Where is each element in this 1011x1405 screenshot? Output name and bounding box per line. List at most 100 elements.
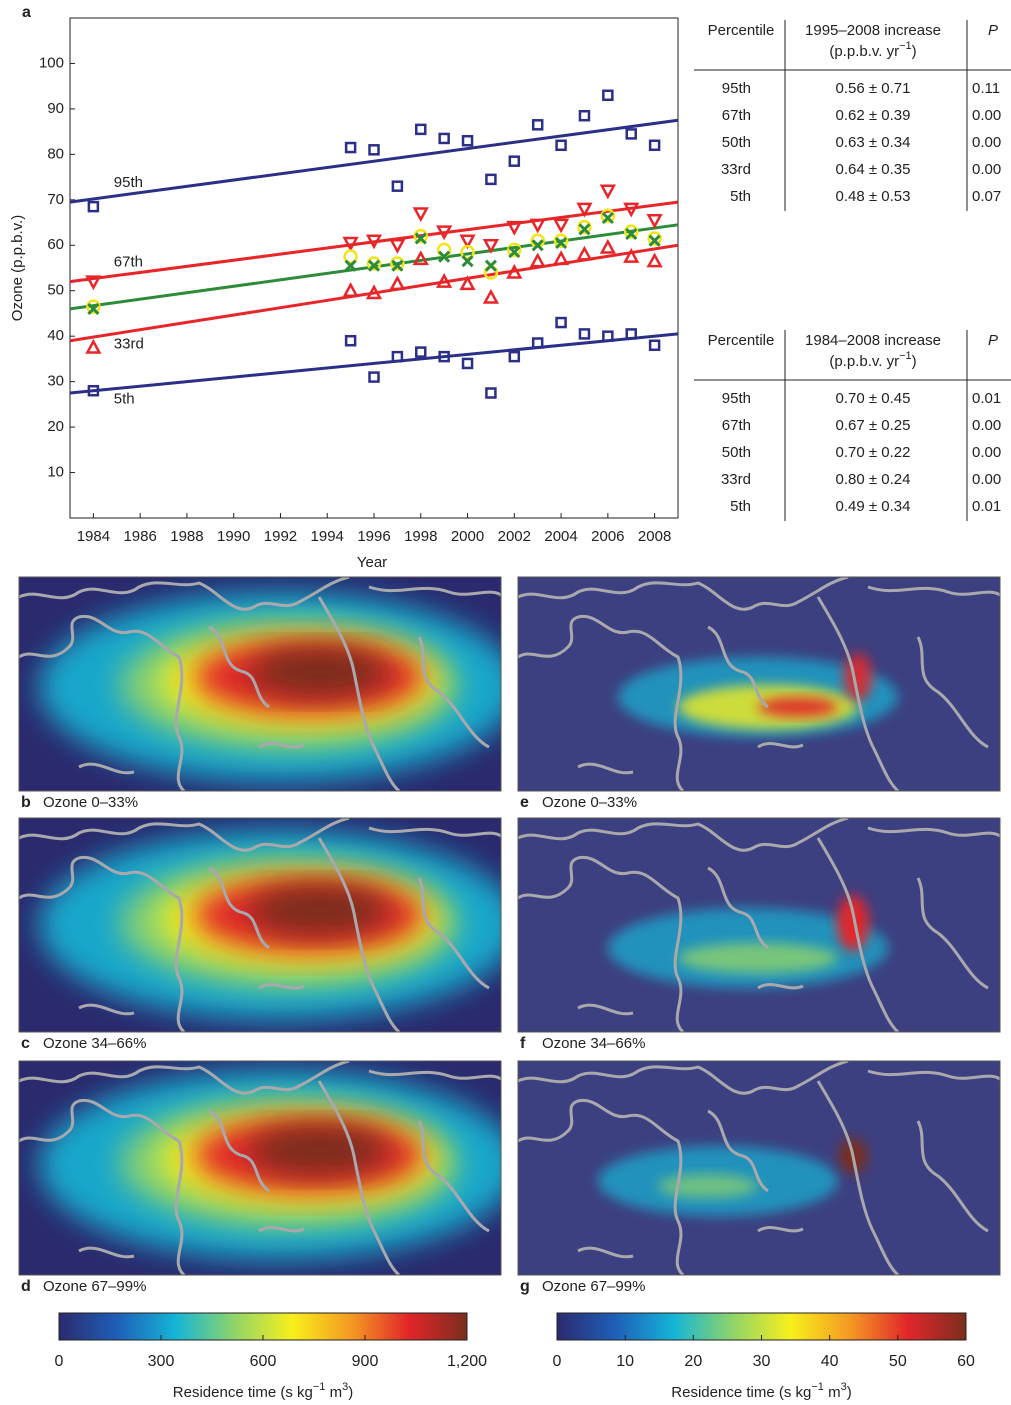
marker <box>365 284 383 300</box>
y-tick-label: 60 <box>47 236 64 253</box>
marker <box>87 384 100 397</box>
map-label: Ozone 34–66% <box>542 1035 645 1052</box>
y-tick-label: 30 <box>47 373 64 390</box>
colorbar-label: Residence time (s kg−1 m3) <box>173 1381 353 1401</box>
marker <box>412 250 429 266</box>
table-cell: 50th <box>722 134 751 151</box>
marker <box>391 180 404 192</box>
table-cell: 0.07 <box>972 188 1001 205</box>
marker <box>600 208 616 223</box>
marker <box>552 218 570 234</box>
y-tick-label: 50 <box>47 282 64 299</box>
marker <box>87 200 100 213</box>
table-cell: 0.00 <box>972 471 1001 488</box>
marker <box>553 233 569 248</box>
x-tick-label: 1998 <box>404 528 437 545</box>
x-tick-label: 1988 <box>170 528 203 545</box>
table-cell: 0.00 <box>972 444 1001 461</box>
table-cell: 0.56 ± 0.71 <box>836 80 911 97</box>
x-tick-label: 2002 <box>498 528 531 545</box>
marker <box>485 387 497 399</box>
map <box>19 1061 501 1275</box>
panel-letter: f <box>520 1035 526 1052</box>
marker <box>599 184 616 200</box>
map-label: Ozone 34–66% <box>43 1035 146 1052</box>
marker <box>578 328 591 340</box>
table-cell: 67th <box>722 107 751 124</box>
colorbar-tick-label: 900 <box>352 1353 379 1370</box>
header-part: ) <box>912 353 917 370</box>
marker <box>412 207 429 223</box>
table-header: (p.p.b.v. yr−1) <box>829 40 916 60</box>
panel-letter: a <box>22 4 31 21</box>
heat-region <box>249 1125 389 1175</box>
heat-region <box>658 1174 758 1198</box>
marker <box>436 225 453 241</box>
map-frame <box>517 1060 1001 1276</box>
label-part: ) <box>348 1384 353 1401</box>
marker <box>555 139 567 152</box>
map <box>518 577 1000 791</box>
map-label: Ozone 0–33% <box>542 794 637 811</box>
table-cell: 0.00 <box>972 417 1001 434</box>
marker <box>438 132 450 145</box>
marker <box>531 119 544 131</box>
marker <box>601 211 614 225</box>
series-label: 95th <box>114 174 143 191</box>
table-header: (p.p.b.v. yr−1) <box>829 350 916 370</box>
label-part: Residence time (s kg <box>671 1384 811 1401</box>
y-tick-label: 80 <box>47 145 64 162</box>
table-cell: 0.70 ± 0.45 <box>836 390 911 407</box>
marker <box>529 252 546 268</box>
y-tick-label: 100 <box>39 54 64 71</box>
marker <box>648 339 661 352</box>
marker <box>366 256 382 271</box>
panel-letter: e <box>520 794 529 811</box>
map-frame <box>18 817 502 1033</box>
marker <box>414 232 427 245</box>
marker <box>365 234 383 250</box>
marker <box>344 141 357 154</box>
marker <box>413 228 429 244</box>
label-part: −1 <box>811 1381 824 1393</box>
colorbar-tick-label: 30 <box>753 1353 771 1370</box>
marker <box>555 236 568 250</box>
marker <box>484 259 497 272</box>
marker <box>578 223 591 236</box>
marker <box>367 259 381 272</box>
map <box>518 1061 1000 1275</box>
table-cell: 0.62 ± 0.39 <box>836 107 911 124</box>
x-tick-label: 1984 <box>77 528 110 545</box>
marker <box>85 338 102 354</box>
header-part: (p.p.b.v. yr <box>829 353 899 370</box>
map <box>518 818 1000 1032</box>
table-cell: 33rd <box>721 161 751 178</box>
table-cell: 0.64 ± 0.35 <box>836 161 911 178</box>
marker <box>342 282 359 297</box>
table-header: Percentile <box>708 22 775 39</box>
colorbar-tick-label: 0 <box>55 1353 64 1370</box>
marker <box>623 224 639 239</box>
map-frame <box>517 817 1001 1033</box>
marker <box>389 239 406 254</box>
x-tick-label: 2004 <box>544 528 577 545</box>
marker <box>459 234 476 250</box>
y-tick-label: 90 <box>47 100 64 117</box>
table-cell: 0.67 ± 0.25 <box>836 417 911 434</box>
series-label: 67th <box>114 254 143 271</box>
map <box>19 818 501 1032</box>
table-header: P <box>988 22 998 39</box>
colorbar-tick-label: 20 <box>684 1353 702 1370</box>
label-part: 3 <box>841 1381 847 1393</box>
table-cell: 5th <box>730 188 751 205</box>
marker <box>625 328 637 340</box>
table-cell: 0.11 <box>972 80 1000 97</box>
table-cell: 67th <box>722 417 751 434</box>
panel-letter: g <box>520 1278 530 1295</box>
table-cell: 0.00 <box>972 107 1001 124</box>
marker <box>391 350 404 363</box>
table-cell: 50th <box>722 444 751 461</box>
heat-region <box>758 697 838 717</box>
x-axis-label: Year <box>357 554 387 571</box>
marker <box>368 144 380 156</box>
